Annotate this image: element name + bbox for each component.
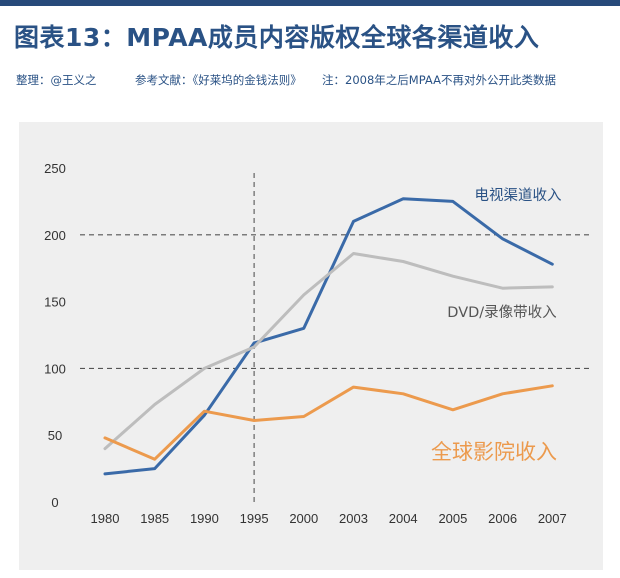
series-label-0: 电视渠道收入 [475,187,562,204]
x-tick-label: 1980 [91,511,120,526]
series-line-1 [103,252,554,451]
y-tick-label: 200 [44,228,66,243]
x-tick-label: 2005 [438,511,467,526]
x-tick-label: 1995 [240,511,269,526]
x-tick-label: 2004 [389,511,418,526]
x-tick-label: 1990 [190,511,219,526]
y-tick-label: 0 [51,495,58,510]
x-tick-label: 2006 [488,511,517,526]
header-rule [0,0,620,6]
y-tick-label: 100 [44,361,66,376]
series-line-2 [103,384,554,461]
x-tick-label: 2000 [289,511,318,526]
series-label-1: DVD/录像带收入 [447,304,556,321]
y-tick-label: 250 [44,161,66,176]
compiler-credit: 整理：@王义之 [16,73,97,87]
chart-title: 图表13：MPAA成员内容版权全球各渠道收入 [14,23,540,52]
y-tick-label: 50 [48,428,62,443]
data-note: 注：2008年之后MPAA不再对外公开此类数据 [322,73,556,87]
series-line-0 [103,197,554,476]
x-tick-label: 1985 [140,511,169,526]
y-tick-label: 150 [44,295,66,310]
x-tick-label: 2003 [339,511,368,526]
x-tick-label: 2007 [538,511,567,526]
reference-note: 参考文献：《好莱坞的金钱法则》 [135,73,302,87]
series-label-2: 全球影院收入 [431,440,557,464]
chart-panel [19,122,603,570]
